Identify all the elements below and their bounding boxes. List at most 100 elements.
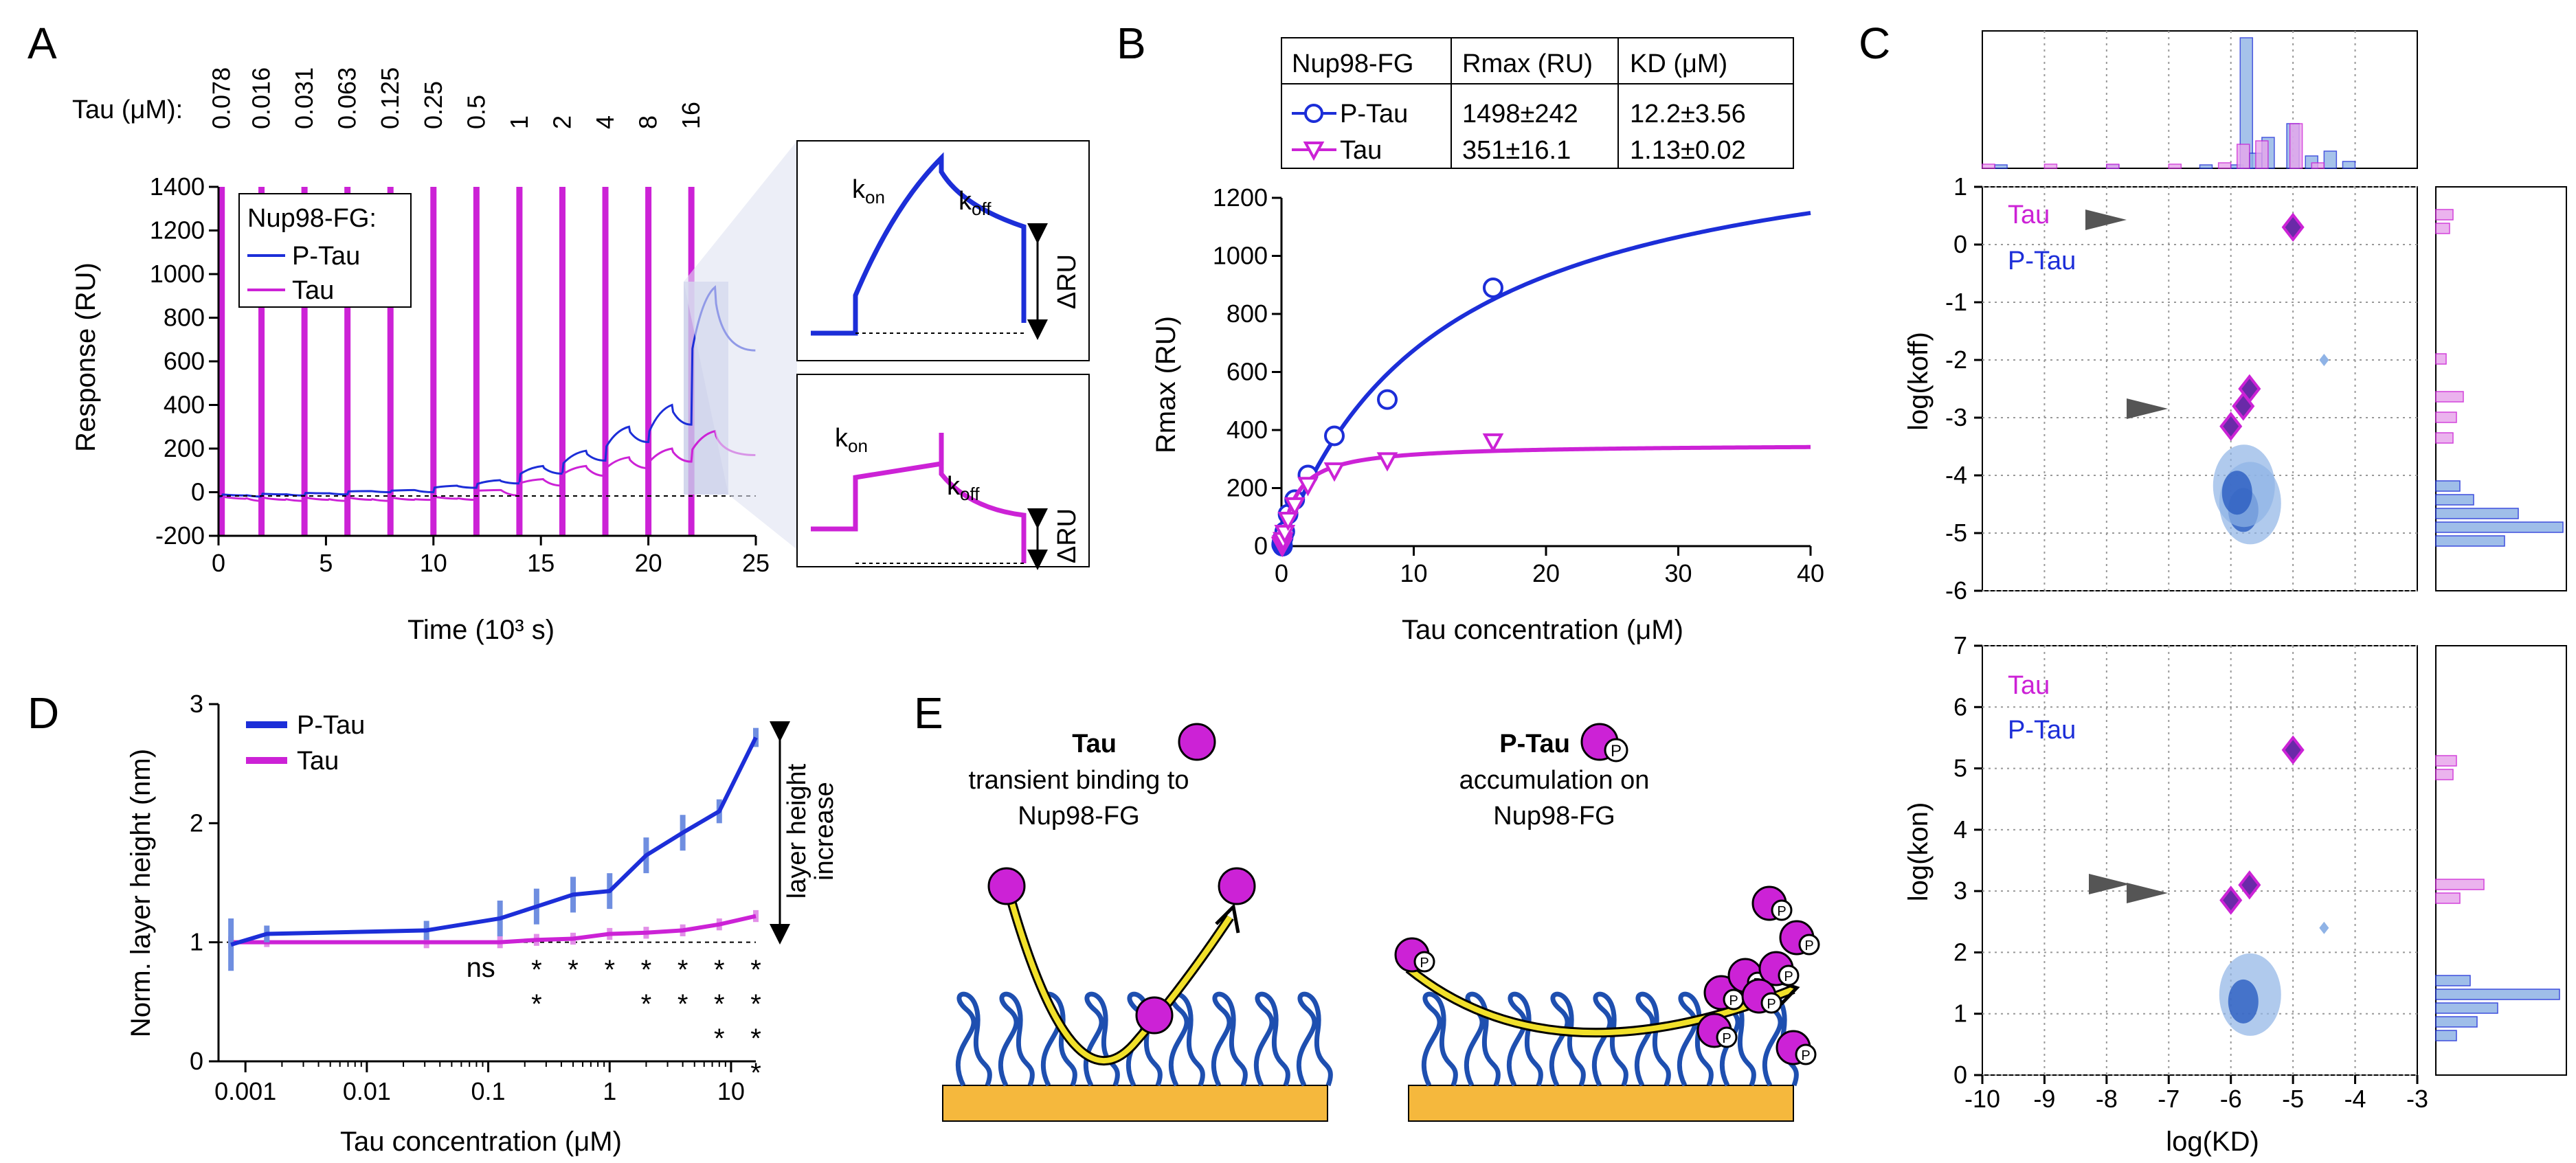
b-point-tau (1376, 452, 1398, 472)
e-left-title: Tau (1072, 730, 1117, 758)
e-fg-strand (1506, 991, 1543, 1087)
c-side-bottom-bar (2435, 769, 2454, 780)
c-bottom-ptau-core (2228, 979, 2259, 1024)
d-ytick-label: 3 (190, 690, 203, 718)
e-fg-strand (1421, 991, 1458, 1087)
e-right-surface (1408, 1085, 1794, 1122)
c-ylabel-bottom: log(kon) (1903, 802, 1934, 902)
d-ytick-label: 2 (190, 809, 203, 837)
c-bottom-ytick-label: 3 (1953, 877, 1967, 905)
c-side-top-bar (2435, 411, 2457, 423)
panel-d-series: ns * * * * * * * * * * * * * * * (228, 727, 761, 1088)
d-significance-star: * (750, 1058, 761, 1088)
e-left-sub-1: transient binding to (968, 766, 1189, 795)
e-right-path (1407, 966, 1795, 1036)
c-side-top-bar (2435, 432, 2454, 444)
inset-ptau-kon: kon (852, 175, 885, 207)
b-xtick-label: 20 (1532, 559, 1560, 587)
b-table-h3: KD (μM) (1630, 49, 1727, 78)
e-phospho-group (1778, 964, 1800, 986)
d-significance-star: * (677, 989, 688, 1019)
b-xlabel: Tau concentration (μM) (1402, 615, 1683, 645)
e-phospho-group (1795, 1043, 1817, 1065)
panel-d-axes: 0.001 0.01 0.1 1 10 0 1 2 3 (190, 690, 756, 1105)
e-fg-strand (1296, 991, 1333, 1087)
a-conc-label: 8 (634, 115, 662, 129)
e-left-surface (942, 1085, 1328, 1122)
b-ytick-label: 400 (1227, 416, 1268, 444)
b-point-ptau (1377, 389, 1398, 410)
c-side-top-bar (2435, 480, 2461, 492)
e-phospho-group (1798, 934, 1820, 956)
a-ytick-label: 1000 (150, 260, 205, 288)
a-series-p-tau (219, 285, 756, 498)
c-hist-top-ptau-bar (2323, 150, 2338, 169)
inset-tau-kon: kon (835, 424, 868, 456)
c-side-bottom-bar (2435, 1016, 2478, 1028)
d-ylabel: Norm. layer height (nm) (126, 749, 156, 1037)
c-xtick-label: -9 (2033, 1085, 2055, 1113)
a-ytick-label: 400 (164, 391, 205, 419)
d-significance-star: * (531, 955, 542, 985)
c-arrow-marker (2127, 398, 2168, 419)
panel-e-letter: E (914, 688, 943, 738)
e-phospho-group (1413, 951, 1435, 973)
e-left-tau-bound (1135, 996, 1174, 1035)
e-phospho-label: P (1420, 956, 1429, 971)
a-ylabel: Response (RU) (71, 262, 101, 452)
c-bottom-ytick-label: 1 (1953, 1000, 1967, 1028)
c-side-bottom-bar (2435, 879, 2485, 890)
c-xtick-label: -7 (2158, 1085, 2180, 1113)
c-bottom-tau-cluster (2219, 885, 2243, 915)
panel-b-series (1270, 211, 1811, 558)
e-fg-strand (1549, 991, 1586, 1087)
c-hist-top-tau-bar (2255, 140, 2269, 169)
a-conc-label: 4 (591, 115, 619, 129)
inset-ptau-koff: koff (959, 187, 992, 219)
b-table-r2-name: Tau (1340, 136, 1382, 165)
d-legend-ptau: P-Tau (297, 711, 365, 740)
d-xtick-label: 1 (603, 1077, 616, 1105)
panel-e: Tau transient binding to Nup98-FG P-Tau … (942, 723, 1820, 1122)
c-hist-top-tau-bar (1982, 163, 1995, 169)
d-significance-star: * (714, 989, 725, 1019)
a-conc-label: 16 (677, 102, 705, 129)
d-legend-tau: Tau (297, 747, 339, 776)
c-hist-top-tau-bar (2237, 144, 2250, 169)
e-fg-strand (1253, 991, 1290, 1087)
b-ytick-label: 0 (1254, 532, 1268, 560)
c-side-bottom-bar (2435, 1002, 2498, 1014)
a-conc-label: 1 (505, 115, 533, 129)
c-bottom-ptau-cluster (2319, 921, 2329, 934)
c-hist-top-tau-bar (2106, 163, 2120, 169)
c-side-top-bar (2435, 508, 2519, 519)
b-xtick-label: 0 (1275, 559, 1288, 587)
c-top-tau-cluster (2219, 411, 2243, 441)
c-xtick-label: -3 (2406, 1085, 2428, 1113)
e-fg-strand (1083, 991, 1120, 1087)
c-ylabel-top: log(koff) (1903, 332, 1934, 431)
c-bottom-tau-cluster (2238, 870, 2261, 900)
a-xtick-label: 5 (319, 549, 333, 577)
d-bracket-label-2: increase (810, 782, 839, 881)
c-hist-top-ptau-bar (1994, 164, 2008, 169)
c-bottom-ytick-label: 7 (1953, 631, 1967, 659)
e-phospho-group (1760, 992, 1782, 1014)
c-top-tau-cluster (2232, 391, 2255, 421)
e-right-title: P-Tau (1499, 730, 1570, 758)
c-side-top-bar (2435, 353, 2447, 365)
c-hist-top-tau-bar (2043, 163, 2058, 169)
panel-b: Nup98-FG Rmax (RU) KD (μM) P-Tau 1498±24… (1151, 37, 1824, 645)
b-point-tau (1274, 524, 1296, 545)
c-bottom-tau-cluster (2281, 735, 2305, 765)
inset-tau-curve (811, 433, 1027, 563)
c-xtick-label: -6 (2220, 1085, 2242, 1113)
e-left-sub-2: Nup98-FG (1018, 802, 1139, 831)
d-significance-star: * (531, 989, 542, 1019)
panel-c-marks (1982, 37, 2564, 1041)
c-side-top-bar (2435, 494, 2474, 506)
c-hist-top-tau-bar (2311, 162, 2325, 169)
d-significance-ns: ns (467, 953, 495, 983)
e-left-tau-start (987, 867, 1026, 905)
c-hist-top-ptau-bar (2342, 161, 2356, 169)
